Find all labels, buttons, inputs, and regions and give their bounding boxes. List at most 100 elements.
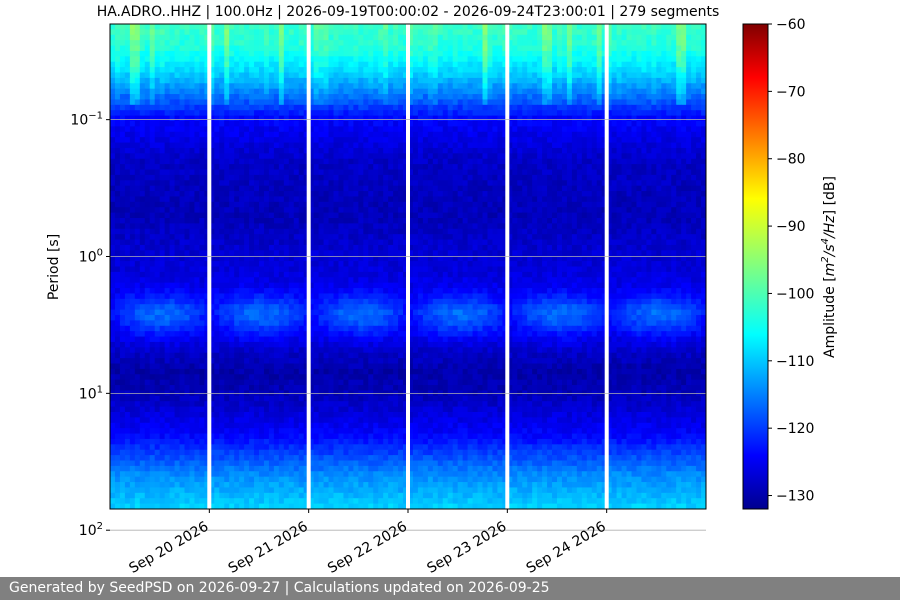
heatmap-cell	[497, 191, 503, 198]
heatmap-cell	[437, 126, 444, 133]
heatmap-cell	[447, 234, 454, 241]
heatmap-cell	[169, 147, 176, 154]
heatmap-cell	[661, 153, 667, 160]
heatmap-cell	[571, 50, 578, 57]
heatmap-cell	[492, 239, 498, 246]
heatmap-cell	[591, 174, 598, 181]
heatmap-cell	[452, 191, 459, 198]
heatmap-cell	[626, 201, 633, 208]
heatmap-cell	[492, 94, 498, 101]
heatmap-cell	[651, 174, 657, 181]
heatmap-cell	[154, 196, 161, 203]
heatmap-cell	[189, 40, 196, 47]
heatmap-cell	[283, 99, 290, 106]
heatmap-cell	[691, 239, 697, 246]
heatmap-cell	[696, 174, 702, 181]
heatmap-cell	[308, 24, 315, 30]
heatmap-cell	[671, 201, 677, 208]
heatmap-cell	[512, 45, 518, 52]
heatmap-cell	[666, 185, 672, 192]
heatmap-cell	[442, 153, 449, 160]
heatmap-cell	[154, 50, 161, 57]
heatmap-cell	[482, 169, 489, 176]
heatmap-cell	[482, 45, 489, 52]
heatmap-cell	[268, 34, 275, 41]
heatmap-cell	[517, 212, 523, 219]
heatmap-cell	[159, 24, 166, 30]
heatmap-cell	[412, 223, 419, 230]
heatmap-cell	[159, 239, 166, 246]
heatmap-cell	[576, 169, 583, 176]
heatmap-cell	[338, 121, 345, 127]
heatmap-cell	[283, 94, 290, 101]
heatmap-cell	[288, 158, 295, 165]
heatmap-cell	[283, 207, 290, 214]
heatmap-cell	[204, 158, 210, 165]
heatmap-cell	[159, 94, 166, 101]
heatmap-cell	[547, 77, 553, 84]
heatmap-cell	[557, 40, 563, 47]
heatmap-cell	[393, 142, 399, 149]
heatmap-cell	[417, 99, 424, 106]
heatmap-cell	[358, 110, 364, 117]
heatmap-cell	[219, 110, 225, 117]
heatmap-cell	[358, 24, 364, 30]
heatmap-cell	[616, 77, 623, 84]
heatmap-cell	[174, 88, 181, 95]
heatmap-cell	[298, 94, 305, 101]
heatmap-cell	[373, 196, 379, 203]
heatmap-cell	[427, 137, 434, 144]
heatmap-cell	[696, 24, 702, 30]
heatmap-cell	[204, 164, 210, 171]
heatmap-cell	[159, 169, 166, 176]
heatmap-cell	[273, 191, 280, 198]
heatmap-cell	[139, 196, 146, 203]
heatmap-cell	[268, 218, 275, 224]
heatmap-cell	[601, 234, 608, 241]
heatmap-cell	[661, 110, 667, 117]
heatmap-cell	[353, 88, 359, 95]
heatmap-cell	[303, 77, 310, 84]
heatmap-cell	[427, 174, 434, 181]
heatmap-cell	[159, 99, 166, 106]
heatmap-cell	[383, 50, 389, 57]
heatmap-cell	[442, 234, 449, 241]
heatmap-cell	[298, 212, 305, 219]
heatmap-cell	[278, 77, 285, 84]
heatmap-cell	[616, 40, 623, 47]
heatmap-cell	[452, 40, 459, 47]
heatmap-cell	[288, 94, 295, 101]
heatmap-cell	[358, 61, 364, 68]
heatmap-cell	[641, 29, 647, 36]
heatmap-cell	[517, 40, 523, 47]
heatmap-cell	[388, 50, 394, 57]
heatmap-cell	[204, 34, 210, 41]
heatmap-cell	[139, 29, 146, 36]
heatmap-cell	[273, 29, 280, 36]
heatmap-cell	[661, 158, 667, 165]
heatmap-cell	[502, 164, 508, 171]
heatmap-cell	[328, 185, 335, 192]
heatmap-cell	[631, 201, 638, 208]
heatmap-cell	[278, 153, 285, 160]
heatmap-cell	[696, 61, 702, 68]
heatmap-cell	[184, 207, 191, 214]
heatmap-cell	[422, 191, 429, 198]
heatmap-cell	[293, 169, 300, 176]
heatmap-cell	[159, 218, 166, 224]
heatmap-cell	[557, 196, 563, 203]
heatmap-cell	[447, 29, 454, 36]
heatmap-cell	[239, 185, 245, 192]
heatmap-cell	[328, 29, 335, 36]
heatmap-cell	[492, 99, 498, 106]
heatmap-cell	[159, 185, 166, 192]
heatmap-cell	[139, 228, 146, 235]
heatmap-cell	[412, 207, 419, 214]
heatmap-cell	[646, 234, 652, 241]
heatmap-cell	[666, 40, 672, 47]
heatmap-cell	[154, 147, 161, 154]
heatmap-cell	[432, 24, 439, 30]
heatmap-cell	[139, 234, 146, 241]
heatmap-cell	[571, 24, 578, 30]
heatmap-cell	[591, 169, 598, 176]
